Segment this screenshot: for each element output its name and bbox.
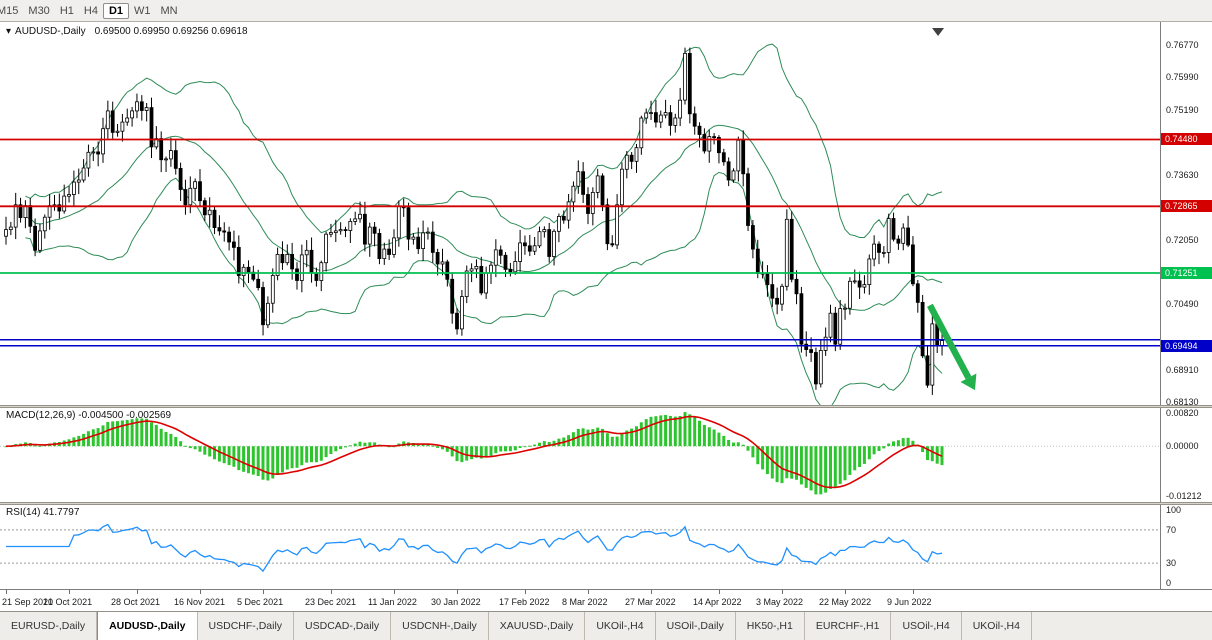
rsi-chart[interactable] bbox=[0, 505, 1160, 588]
chart-marker-icon: ▾ bbox=[6, 26, 12, 37]
date-label: 14 Apr 2022 bbox=[692, 597, 742, 607]
timeframe-button-h4[interactable]: H4 bbox=[83, 4, 98, 17]
macd-tick-label: -0.01212 bbox=[1166, 490, 1202, 501]
price-tick-label: 0.75990 bbox=[1166, 72, 1199, 82]
date-label: 17 Feb 2022 bbox=[498, 597, 550, 607]
rsi-tick-label: 0 bbox=[1166, 578, 1172, 588]
hline-price-label: 0.71251 bbox=[1161, 267, 1212, 280]
price-tick-label: 0.70490 bbox=[1166, 299, 1199, 310]
rsi-panel[interactable]: RSI(14) 41.7797 bbox=[0, 505, 1160, 588]
time-axis[interactable]: 21 Sep 2021 10 Oct 2021 28 Oct 2021 16 Nov … bbox=[0, 589, 1212, 611]
chart-tab-ukoil-h4[interactable]: UKOil-,H4 bbox=[585, 612, 656, 640]
date-tick bbox=[718, 590, 720, 594]
macd-tick-label: 0.00820 bbox=[1166, 407, 1199, 418]
chart-tab-usdcad-daily[interactable]: USDCAD-,Daily bbox=[294, 612, 392, 640]
date-label: 11 Jan 2022 bbox=[368, 597, 417, 607]
date-label: 5 Dec 2021 bbox=[237, 597, 284, 607]
price-tick-label: 0.72050 bbox=[1166, 234, 1199, 245]
date-label: 23 Dec 2021 bbox=[304, 597, 356, 607]
date-tick bbox=[845, 590, 847, 594]
chart-tab-usoil-h4[interactable]: USOil-,H4 bbox=[891, 612, 962, 640]
timeframe-button-h1[interactable]: H1 bbox=[59, 4, 74, 17]
date-label: 30 Jan 2022 bbox=[431, 597, 481, 607]
date-tick bbox=[200, 590, 201, 594]
macd-chart[interactable] bbox=[0, 408, 1160, 502]
chart-tab-eurchf-h1[interactable]: EURCHF-,H1 bbox=[805, 612, 892, 640]
timeframe-toolbar: M15 M30 H1 H4 D1 W1 MN bbox=[0, 0, 1212, 22]
rsi-tick-label: 30 bbox=[1166, 558, 1177, 569]
date-tick bbox=[263, 590, 265, 594]
timeframe-button-m15[interactable]: M15 bbox=[0, 4, 19, 17]
rsi-tick-label: 100 bbox=[1166, 505, 1182, 515]
date-label: 22 May 2022 bbox=[819, 597, 872, 607]
date-tick bbox=[524, 590, 526, 594]
price-tick-label: 0.75190 bbox=[1166, 105, 1199, 116]
panel-splitter[interactable] bbox=[0, 405, 1212, 408]
date-tick bbox=[330, 590, 332, 594]
panel-splitter[interactable] bbox=[0, 502, 1212, 505]
chart-title-ohlc: 0.69500 0.69950 0.69256 0.69618 bbox=[94, 26, 248, 37]
price-tick-label: 0.68130 bbox=[1166, 397, 1199, 408]
hline-price-label: 0.72865 bbox=[1161, 200, 1212, 213]
chart-tab-eurusd-daily[interactable]: EURUSD-,Daily bbox=[0, 612, 98, 640]
date-label: 27 Mar 2022 bbox=[625, 597, 676, 607]
date-tick bbox=[394, 590, 395, 594]
chart-tab-xauusd-daily[interactable]: XAUUSD-,Daily bbox=[489, 612, 586, 640]
date-label: 3 May 2022 bbox=[756, 597, 804, 607]
date-label: 9 Jun 2022 bbox=[886, 597, 932, 607]
chart-tab-usdcnh-daily[interactable]: USDCNH-,Daily bbox=[391, 612, 489, 640]
date-tick bbox=[136, 590, 138, 594]
date-tick bbox=[588, 590, 589, 594]
date-tick bbox=[69, 590, 71, 594]
price-tick-label: 0.73630 bbox=[1166, 169, 1199, 180]
chart-tab-ukoil-h4[interactable]: UKOil-,H4 bbox=[962, 612, 1032, 640]
price-axis[interactable]: 0.76770 0.75990 0.75190 0.73630 0.72050 0.704… bbox=[1160, 22, 1212, 589]
macd-label: MACD(12,26,9) -0.004500 -0.002569 bbox=[6, 410, 172, 421]
macd-panel[interactable]: MACD(12,26,9) -0.004500 -0.002569 bbox=[0, 408, 1160, 502]
date-tick bbox=[912, 590, 914, 594]
timeframe-button-w1[interactable]: W1 bbox=[134, 4, 151, 17]
timeframe-button-d1[interactable]: D1 bbox=[102, 2, 129, 19]
hline-price-label: 0.74480 bbox=[1161, 133, 1212, 146]
timeframe-button-mn[interactable]: MN bbox=[160, 4, 178, 17]
chart-title-symbol: AUDUSD-,Daily bbox=[15, 26, 86, 37]
chart-tab-usoil-daily[interactable]: USOil-,Daily bbox=[656, 612, 736, 640]
chart-tab-usdchf-daily[interactable]: USDCHF-,Daily bbox=[198, 612, 295, 640]
date-tick bbox=[651, 590, 653, 594]
chart-title: ▾ AUDUSD-,Daily 0.69500 0.69950 0.69256 0.… bbox=[6, 26, 252, 37]
chart-tab-audusd-daily[interactable]: AUDUSD-,Daily bbox=[97, 612, 198, 640]
price-tick-label: 0.68910 bbox=[1166, 364, 1199, 375]
candlestick-chart[interactable] bbox=[0, 22, 1160, 405]
date-label: 21 Sep 2021 bbox=[2, 597, 54, 607]
rsi-label: RSI(14) 41.7797 bbox=[6, 507, 80, 518]
trend-arrow bbox=[927, 303, 972, 380]
price-tick-label: 0.76770 bbox=[1166, 39, 1199, 50]
date-label: 16 Nov 2021 bbox=[174, 597, 226, 607]
date-tick bbox=[782, 590, 783, 594]
date-tick bbox=[6, 590, 7, 594]
rsi-tick-label: 70 bbox=[1166, 524, 1177, 535]
macd-tick-label: 0.00000 bbox=[1166, 441, 1199, 452]
date-label: 28 Oct 2021 bbox=[110, 597, 160, 607]
date-tick bbox=[457, 590, 459, 594]
hline-price-label: 0.69494 bbox=[1161, 339, 1212, 352]
chart-tabs-bar: EURUSD-,Daily AUDUSD-,Daily USDCHF-,Daily U… bbox=[0, 611, 1212, 640]
chart-tab-hk50-h1[interactable]: HK50-,H1 bbox=[736, 612, 805, 640]
date-label: 8 Mar 2022 bbox=[562, 597, 608, 607]
timeframe-button-m30[interactable]: M30 bbox=[28, 4, 50, 17]
price-chart-area[interactable]: ▾ AUDUSD-,Daily 0.69500 0.69950 0.69256 0.… bbox=[0, 22, 1160, 405]
date-label: 10 Oct 2021 bbox=[43, 597, 93, 607]
